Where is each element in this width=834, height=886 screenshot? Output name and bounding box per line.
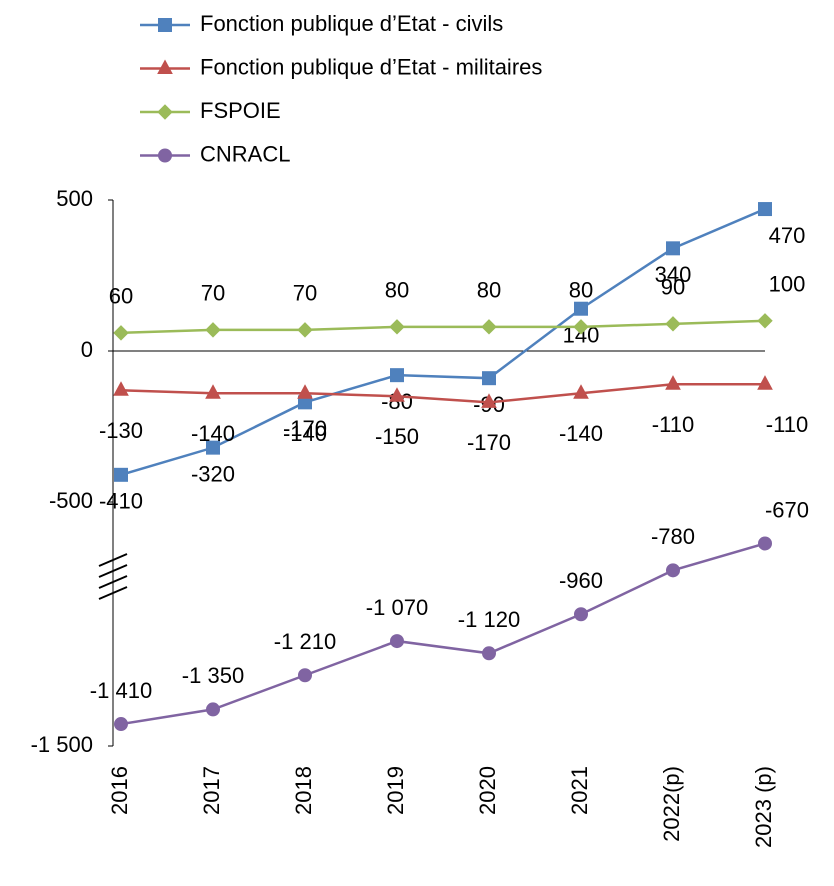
marker <box>573 319 589 335</box>
value-label: -320 <box>191 461 235 486</box>
marker <box>205 384 221 399</box>
value-label: -960 <box>559 568 603 593</box>
marker <box>757 375 773 390</box>
x-tick-label: 2017 <box>199 766 224 815</box>
value-label: -1 410 <box>90 678 152 703</box>
y-tick-label: -500 <box>49 488 93 513</box>
legend-label: FSPOIE <box>200 98 281 123</box>
series-line <box>120 319 766 335</box>
value-label: 70 <box>201 281 225 306</box>
value-label: -170 <box>283 416 327 441</box>
marker <box>481 319 497 335</box>
value-label: -670 <box>765 497 809 522</box>
legend-label: Fonction publique d’Etat - militaires <box>200 54 542 79</box>
marker <box>114 467 128 482</box>
marker <box>157 104 173 120</box>
marker <box>157 59 173 74</box>
value-label: 90 <box>661 275 685 300</box>
marker <box>113 325 129 341</box>
marker <box>665 316 681 332</box>
value-label: -1 070 <box>366 595 428 620</box>
value-label: -140 <box>559 421 603 446</box>
marker <box>113 381 129 396</box>
value-label: 60 <box>109 284 133 309</box>
value-label: -150 <box>375 424 419 449</box>
x-tick-label: 2016 <box>107 766 132 815</box>
marker <box>390 634 404 649</box>
marker <box>389 387 405 402</box>
y-tick-label: 0 <box>81 337 93 362</box>
marker <box>665 375 681 390</box>
value-label: -140 <box>191 421 235 446</box>
value-label: -110 <box>766 412 808 437</box>
value-label: -110 <box>652 412 694 437</box>
axis-break <box>98 564 128 578</box>
marker <box>206 440 220 455</box>
marker <box>666 241 680 256</box>
axis-break <box>98 575 128 589</box>
series-line <box>120 207 766 477</box>
marker <box>389 319 405 335</box>
marker <box>114 717 128 732</box>
marker <box>758 202 772 217</box>
x-tick-label: 2022(p) <box>659 766 684 842</box>
marker <box>574 607 588 622</box>
x-tick-label: 2021 <box>567 766 592 815</box>
marker <box>573 384 589 399</box>
marker <box>482 646 496 661</box>
marker <box>758 536 772 551</box>
value-label: 80 <box>385 278 409 303</box>
value-label: -410 <box>99 489 143 514</box>
marker <box>206 702 220 717</box>
value-label: -170 <box>467 430 511 455</box>
value-label: -1 120 <box>458 607 520 632</box>
value-label: 100 <box>769 272 806 297</box>
series-line <box>120 542 766 726</box>
value-label: -780 <box>651 524 695 549</box>
marker <box>757 313 773 329</box>
marker <box>574 301 588 316</box>
marker <box>205 322 221 338</box>
marker <box>481 393 497 408</box>
marker <box>158 148 172 163</box>
x-tick-label: 2020 <box>475 766 500 815</box>
y-tick-label: -1 500 <box>31 732 93 757</box>
series-line <box>120 382 765 404</box>
marker <box>298 668 312 683</box>
x-tick-label: 2018 <box>291 766 316 815</box>
value-label: 80 <box>477 278 501 303</box>
value-label: 70 <box>293 281 317 306</box>
value-label: 470 <box>769 223 806 248</box>
x-tick-label: 2023 (p) <box>751 766 776 848</box>
value-label: -130 <box>99 418 143 443</box>
marker <box>482 371 496 386</box>
marker <box>666 563 680 578</box>
x-tick-label: 2019 <box>383 766 408 815</box>
value-label: 340 <box>655 262 692 287</box>
marker <box>390 368 404 383</box>
marker <box>297 384 313 399</box>
axis-break <box>98 553 128 567</box>
legend-label: CNRACL <box>200 141 290 166</box>
marker <box>158 18 172 32</box>
value-label: -1 210 <box>274 629 336 654</box>
legend-label: Fonction publique d’Etat - civils <box>200 11 503 36</box>
value-label: -1 350 <box>182 663 244 688</box>
value-label: 80 <box>569 278 593 303</box>
marker <box>297 322 313 338</box>
axis-break <box>98 586 128 600</box>
value-label: -140 <box>283 421 327 446</box>
y-tick-label: 500 <box>56 186 93 211</box>
